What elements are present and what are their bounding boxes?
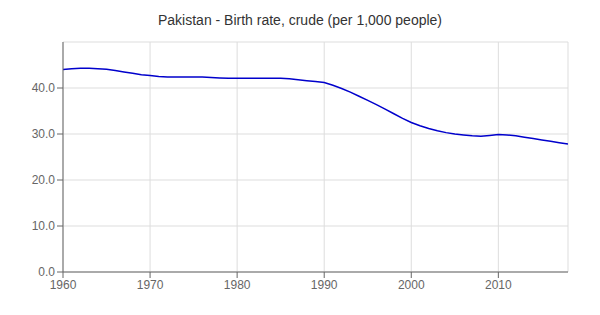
svg-text:30.0: 30.0 [32,127,56,141]
svg-text:1980: 1980 [224,278,251,292]
svg-text:10.0: 10.0 [32,219,56,233]
svg-text:1970: 1970 [137,278,164,292]
html-text:Pakistan - Birth rate, crude (: Pakistan - Birth rate, crude (per 1,000 … [158,12,442,28]
svg-text:0.0: 0.0 [38,265,55,279]
svg-text:1990: 1990 [311,278,338,292]
svg-text:1960: 1960 [50,278,77,292]
svg-text:40.0: 40.0 [32,81,56,95]
svg-text:2010: 2010 [485,278,512,292]
svg-text:2000: 2000 [398,278,425,292]
svg-text:20.0: 20.0 [32,173,56,187]
